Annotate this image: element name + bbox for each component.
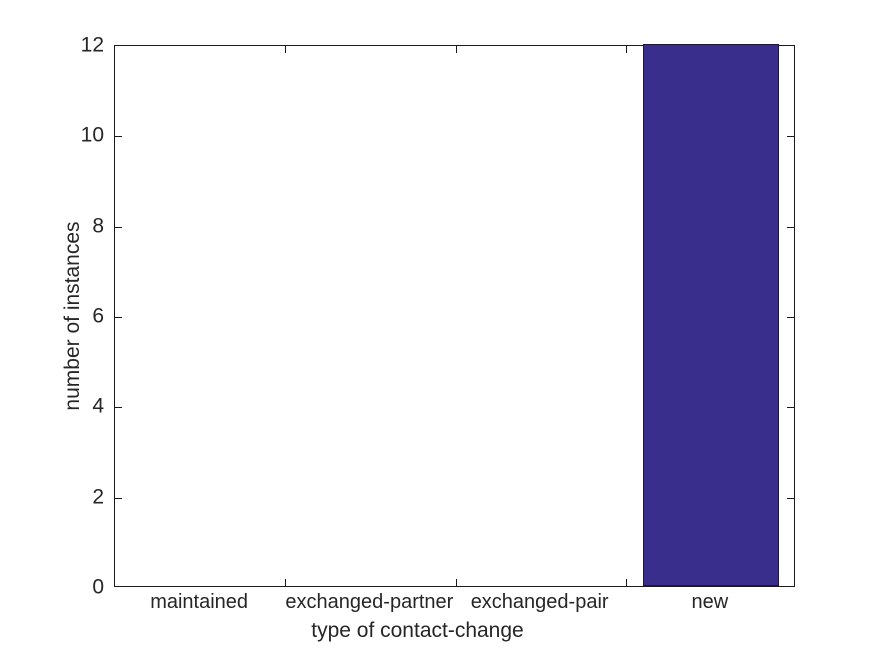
y-tick-label: 6 <box>92 304 104 328</box>
y-tick-label: 12 <box>80 33 104 57</box>
x-axis-label: type of contact-change <box>0 620 875 641</box>
y-tick-mark-right <box>787 317 794 318</box>
y-tick-mark <box>115 407 122 409</box>
bar-new <box>642 44 779 586</box>
y-tick-label: 2 <box>92 485 104 509</box>
x-tick-mark-top <box>285 46 287 53</box>
y-tick-mark <box>115 317 122 318</box>
plot-axes <box>114 44 795 587</box>
x-tick-label: maintained <box>150 591 249 613</box>
x-tick-mark <box>455 579 457 586</box>
y-tick-label: 8 <box>92 214 104 238</box>
y-tick-mark-right <box>787 497 794 499</box>
y-tick-mark <box>115 226 122 228</box>
y-tick-mark-right <box>787 226 794 228</box>
x-tick-label: new <box>691 591 729 613</box>
y-tick-label: 0 <box>92 575 104 599</box>
y-tick-mark-right <box>787 136 794 138</box>
x-tick-mark-top <box>455 46 457 53</box>
x-axis-label-text: type of contact-change <box>311 619 524 642</box>
y-tick-mark <box>115 136 122 138</box>
x-tick-mark-top <box>625 46 627 53</box>
y-tick-label: 10 <box>80 123 104 147</box>
y-tick-mark-right <box>787 407 794 409</box>
plot-area <box>115 44 794 586</box>
x-tick-label: exchanged-partner <box>285 591 454 613</box>
x-tick-mark <box>625 579 627 586</box>
x-tick-mark <box>285 579 287 586</box>
y-tick-mark <box>115 497 122 499</box>
y-tick-label: 4 <box>92 394 104 418</box>
x-tick-label: exchanged-pair <box>470 591 609 613</box>
